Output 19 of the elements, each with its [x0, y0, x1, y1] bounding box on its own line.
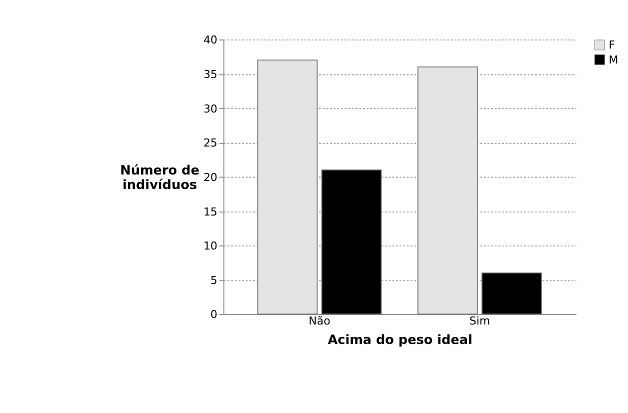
y-axis-title: Número de indivíduos [120, 164, 200, 194]
y-tick-label: 35 [203, 68, 218, 81]
y-tick-label: 20 [203, 170, 218, 184]
y-tick-label: 5 [210, 274, 218, 287]
bar [482, 272, 542, 315]
bar [257, 60, 318, 315]
x-axis-title: Acima do peso ideal [328, 332, 472, 348]
legend-label: M [608, 53, 618, 66]
x-tick-label: Sim [469, 314, 490, 328]
bar [417, 66, 478, 315]
y-tick-label: 15 [203, 205, 218, 218]
y-tick-label: 0 [210, 308, 218, 322]
y-tick-label: 40 [203, 34, 218, 47]
y-tick-label: 10 [203, 240, 218, 253]
y-tick-label: 25 [203, 136, 218, 150]
y-tick-label: 30 [203, 102, 218, 116]
x-tick-label: Não [308, 314, 331, 328]
legend-label: F [608, 38, 616, 52]
bar [321, 169, 382, 315]
